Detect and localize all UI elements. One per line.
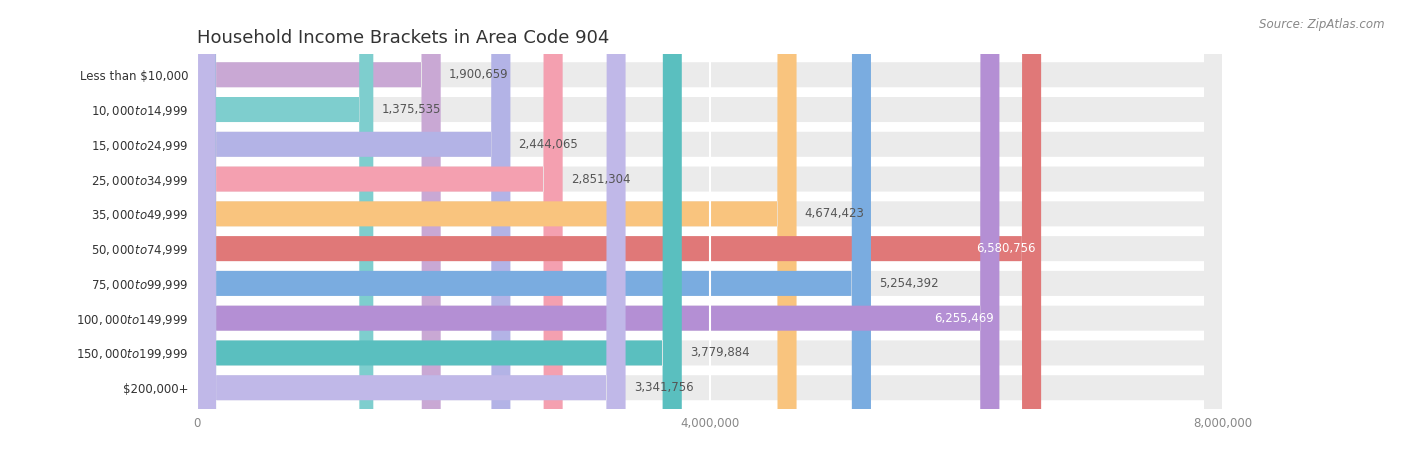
Text: 5,254,392: 5,254,392 <box>879 277 939 290</box>
FancyBboxPatch shape <box>197 0 682 449</box>
FancyBboxPatch shape <box>197 0 440 449</box>
Text: 2,851,304: 2,851,304 <box>571 172 630 185</box>
Text: Source: ZipAtlas.com: Source: ZipAtlas.com <box>1260 18 1385 31</box>
Text: 3,341,756: 3,341,756 <box>634 381 693 394</box>
FancyBboxPatch shape <box>197 0 1223 449</box>
Text: 4,674,423: 4,674,423 <box>804 207 865 220</box>
FancyBboxPatch shape <box>197 0 1223 449</box>
FancyBboxPatch shape <box>197 0 1000 449</box>
FancyBboxPatch shape <box>197 0 1223 449</box>
FancyBboxPatch shape <box>197 0 510 449</box>
FancyBboxPatch shape <box>197 0 1223 449</box>
Text: 3,779,884: 3,779,884 <box>690 347 749 360</box>
FancyBboxPatch shape <box>197 0 1223 449</box>
FancyBboxPatch shape <box>197 0 374 449</box>
Text: 1,375,535: 1,375,535 <box>381 103 441 116</box>
FancyBboxPatch shape <box>197 0 1040 449</box>
FancyBboxPatch shape <box>197 0 562 449</box>
Text: 1,900,659: 1,900,659 <box>449 68 509 81</box>
FancyBboxPatch shape <box>197 0 1223 449</box>
FancyBboxPatch shape <box>197 0 1223 449</box>
FancyBboxPatch shape <box>197 0 1223 449</box>
FancyBboxPatch shape <box>197 0 626 449</box>
Text: 6,255,469: 6,255,469 <box>935 312 994 325</box>
FancyBboxPatch shape <box>197 0 870 449</box>
FancyBboxPatch shape <box>197 0 797 449</box>
Text: 6,580,756: 6,580,756 <box>977 242 1036 255</box>
Text: Household Income Brackets in Area Code 904: Household Income Brackets in Area Code 9… <box>197 29 609 47</box>
FancyBboxPatch shape <box>197 0 1223 449</box>
Text: 2,444,065: 2,444,065 <box>519 138 578 151</box>
FancyBboxPatch shape <box>197 0 1223 449</box>
